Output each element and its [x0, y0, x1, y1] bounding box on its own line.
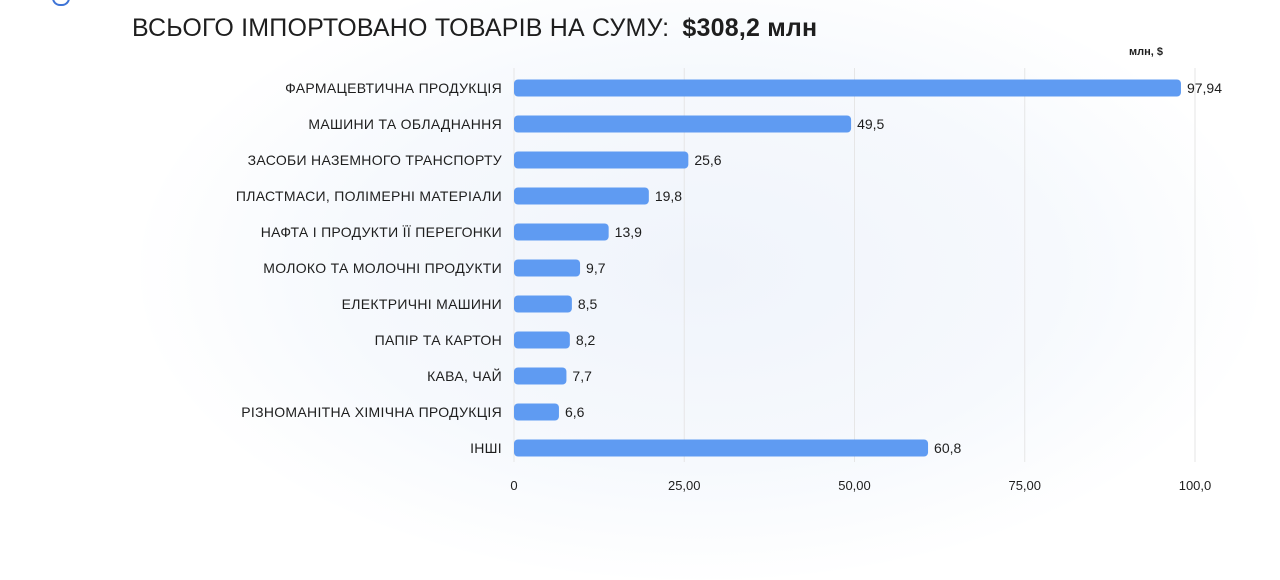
x-tick-label: 100,0: [1179, 478, 1212, 493]
title-text: ВСЬОГО ІМПОРТОВАНО ТОВАРІВ НА СУМУ:: [132, 14, 670, 42]
value-label: 8,2: [576, 332, 596, 348]
category-label: ПАПІР ТА КАРТОН: [375, 332, 502, 348]
bar: [514, 79, 1181, 97]
category-label: ІНШІ: [470, 440, 502, 456]
bar: [514, 115, 852, 133]
category-label: ЕЛЕКТРИЧНІ МАШИНИ: [342, 296, 502, 312]
bar: [514, 187, 649, 205]
bar: [514, 331, 570, 349]
value-label: 60,8: [934, 440, 961, 456]
value-label: 6,6: [565, 404, 585, 420]
value-label: 97,94: [1187, 80, 1222, 96]
bar-chart: 0 25,00 50,00 75,00 100,0 млн, $ ФАРМАЦЕВТИЧНА…: [236, 46, 1222, 493]
category-label: ПЛАСТМАСИ, ПОЛІМЕРНІ МАТЕРІАЛИ: [236, 188, 502, 204]
background-glow: [140, 0, 1260, 580]
x-tick-label: 50,00: [838, 478, 871, 493]
value-label: 13,9: [615, 224, 642, 240]
bar: [514, 295, 572, 313]
title-total: $308,2 млн: [682, 14, 818, 42]
value-label: 9,7: [586, 260, 606, 276]
bar: [514, 151, 689, 169]
x-tick-label: 0: [510, 478, 517, 493]
value-label: 19,8: [655, 188, 682, 204]
bar: [514, 403, 559, 421]
value-label: 49,5: [857, 116, 884, 132]
bar: [514, 259, 581, 277]
category-label: МАШИНИ ТА ОБЛАДНАННЯ: [308, 116, 502, 132]
bar: [514, 367, 567, 385]
bar: [514, 223, 609, 241]
category-label: ЗАСОБИ НАЗЕМНОГО ТРАНСПОРТУ: [248, 152, 502, 168]
value-label: 25,6: [694, 152, 721, 168]
category-label: МОЛОКО ТА МОЛОЧНІ ПРОДУКТИ: [263, 260, 502, 276]
unit-label: млн, $: [1129, 46, 1163, 58]
chart-title: ВСЬОГО ІМПОРТОВАНО ТОВАРІВ НА СУМУ: $308…: [132, 14, 817, 43]
value-label: 8,5: [578, 296, 598, 312]
x-tick-label: 75,00: [1008, 478, 1041, 493]
category-label: ФАРМАЦЕВТИЧНА ПРОДУКЦІЯ: [285, 80, 502, 96]
bar: [514, 439, 929, 457]
category-label: КАВА, ЧАЙ: [427, 367, 502, 384]
x-tick-label: 25,00: [668, 478, 701, 493]
value-label: 7,7: [572, 368, 592, 384]
category-label: РІЗНОМАНІТНА ХІМІЧНА ПРОДУКЦІЯ: [241, 404, 502, 420]
category-label: НАФТА І ПРОДУКТИ ЇЇ ПЕРЕГОНКИ: [261, 224, 502, 240]
